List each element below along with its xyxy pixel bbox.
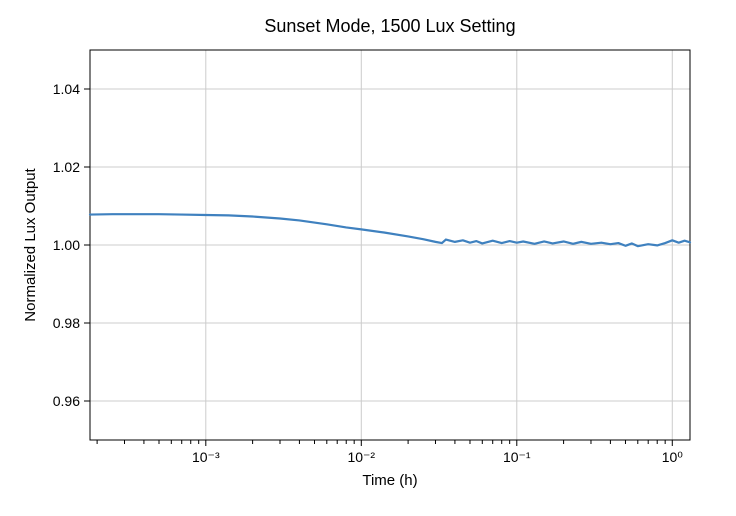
svg-text:Normalized Lux Output: Normalized Lux Output xyxy=(22,167,39,321)
svg-text:1.02: 1.02 xyxy=(53,159,80,175)
svg-text:0.98: 0.98 xyxy=(53,315,80,331)
svg-text:10⁻²: 10⁻² xyxy=(347,449,375,465)
svg-text:Time (h): Time (h) xyxy=(362,472,417,489)
svg-text:10⁰: 10⁰ xyxy=(662,449,684,465)
svg-text:0.96: 0.96 xyxy=(53,393,80,409)
svg-text:10⁻³: 10⁻³ xyxy=(192,449,220,465)
chart-container: 0.96 0.98 1.00 1.02 1.04 10⁻³ 10⁻² 10⁻¹ 10⁰ Sunse… xyxy=(0,0,736,516)
svg-text:1.00: 1.00 xyxy=(53,237,80,253)
line-chart: 0.96 0.98 1.00 1.02 1.04 10⁻³ 10⁻² 10⁻¹ 10⁰ Sunse… xyxy=(0,0,736,516)
svg-text:10⁻¹: 10⁻¹ xyxy=(503,449,531,465)
svg-text:1.04: 1.04 xyxy=(53,81,80,97)
svg-text:Sunset Mode, 1500 Lux Setting: Sunset Mode, 1500 Lux Setting xyxy=(264,16,515,36)
